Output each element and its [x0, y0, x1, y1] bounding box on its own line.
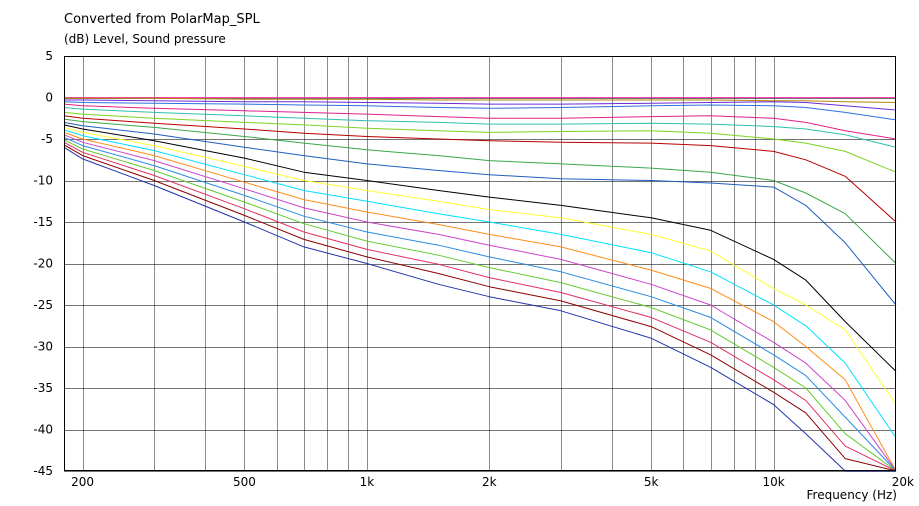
series-line-9 — [63, 118, 897, 264]
series-line-14 — [63, 131, 897, 472]
y-tick-label: 0 — [45, 91, 53, 105]
x-tick-label: 200 — [71, 475, 94, 489]
y-tick-label: -15 — [33, 215, 53, 229]
y-tick-label: -35 — [33, 381, 53, 395]
x-axis-label: Frequency (Hz) — [806, 488, 898, 502]
plot-frame — [64, 56, 896, 471]
series-line-6 — [63, 107, 897, 148]
series-line-2 — [64, 97, 897, 103]
y-tick-label: -30 — [33, 340, 53, 354]
x-tick-labels: 200 500 1k 2k 5k 10k 20k — [71, 475, 914, 489]
chart-title: Converted from PolarMap_SPL — [64, 12, 260, 27]
x-tick-label: 20k — [892, 475, 914, 489]
x-tick-label: 1k — [360, 475, 375, 489]
series-line-16 — [63, 136, 897, 472]
plot-border — [64, 56, 896, 471]
x-tick-label: 10k — [762, 475, 784, 489]
y-tick-labels: 5 0 -5 -10 -15 -20 -25 -30 -35 -40 -45 — [33, 49, 53, 478]
series-line-4 — [63, 101, 897, 121]
series-lines — [63, 97, 897, 472]
x-tick-label: 2k — [482, 475, 497, 489]
series-line-13 — [63, 129, 897, 439]
y-tick-label: -10 — [33, 174, 53, 188]
series-line-18 — [63, 141, 897, 472]
y-tick-label: -40 — [33, 423, 53, 437]
y-tick-label: -20 — [33, 257, 53, 271]
y-tick-label: -5 — [41, 132, 53, 146]
x-tick-label: 5k — [644, 475, 659, 489]
y-tick-label: 5 — [45, 49, 53, 63]
series-line-3 — [64, 99, 897, 111]
y-axis-label: (dB) Level, Sound pressure — [64, 32, 226, 46]
series-line-20 — [63, 146, 896, 472]
series-line-17 — [63, 139, 897, 472]
series-line-19 — [63, 144, 897, 472]
y-tick-label: -25 — [33, 298, 53, 312]
series-line-7 — [63, 111, 897, 173]
y-tick-label: -45 — [33, 464, 53, 478]
series-line-12 — [63, 126, 897, 405]
series-line-15 — [63, 134, 897, 472]
x-tick-label: 500 — [233, 475, 256, 489]
series-line-10 — [63, 121, 897, 306]
series-line-5 — [63, 103, 897, 140]
series-line-11 — [63, 124, 897, 372]
series-line-8 — [63, 115, 897, 223]
